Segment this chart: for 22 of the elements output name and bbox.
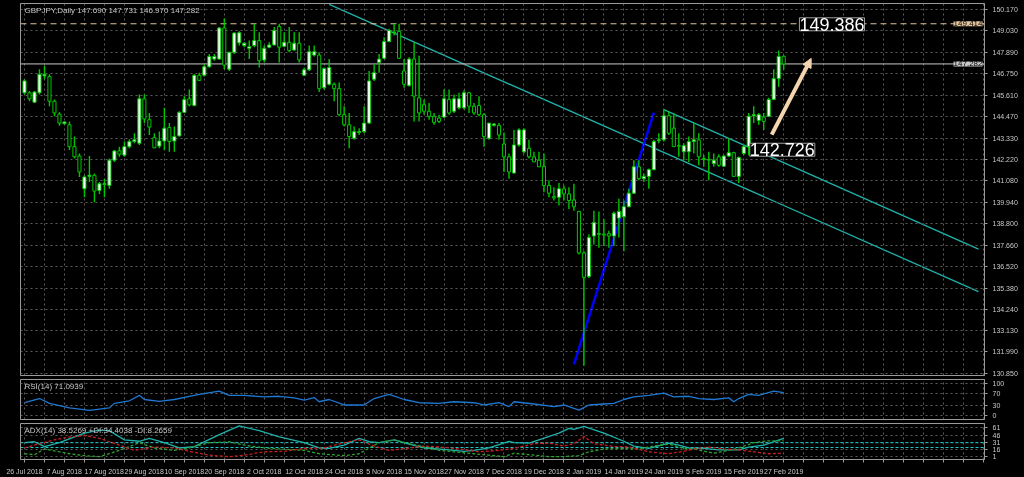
line-series xyxy=(23,434,785,458)
candlestick xyxy=(696,132,701,166)
annotation: 142.726 xyxy=(749,140,815,161)
line-series xyxy=(23,439,785,458)
annotation: 149.386 xyxy=(799,14,865,35)
candlestick xyxy=(402,58,407,89)
candlestick xyxy=(736,156,741,184)
chart-title: GBPJPY,Daily 147.690 147.731 146.970 147.282 xyxy=(24,5,201,15)
candlestick xyxy=(466,91,472,114)
candlestick xyxy=(461,89,467,111)
chart-title: ADX(14) 38.5269 +DI:34.4038 -DI:8.2659 xyxy=(24,425,173,435)
candlestick xyxy=(571,183,576,212)
candlestick xyxy=(247,39,252,60)
line-series xyxy=(23,425,785,452)
ref-line-label: 147.282 xyxy=(953,59,984,69)
candlestick xyxy=(501,131,507,173)
candlestick xyxy=(521,127,527,155)
candlestick xyxy=(417,54,422,123)
line-series xyxy=(23,390,785,412)
chart-title: RSI(14) 71.0939 xyxy=(24,381,84,391)
candlestick xyxy=(541,152,547,193)
ref-line-label: 149.414 xyxy=(953,19,984,29)
